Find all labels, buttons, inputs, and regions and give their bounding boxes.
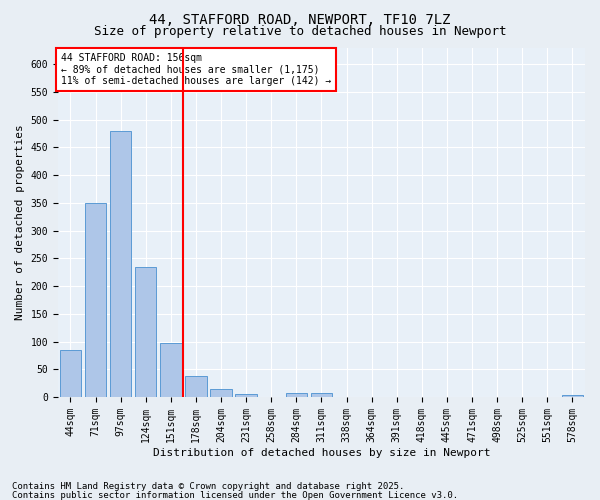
Text: Size of property relative to detached houses in Newport: Size of property relative to detached ho… xyxy=(94,25,506,38)
Text: Contains public sector information licensed under the Open Government Licence v3: Contains public sector information licen… xyxy=(12,490,458,500)
Bar xyxy=(185,376,206,397)
Bar xyxy=(135,266,157,397)
Bar xyxy=(286,393,307,397)
Bar xyxy=(211,388,232,397)
Bar xyxy=(311,393,332,397)
Text: 44 STAFFORD ROAD: 156sqm
← 89% of detached houses are smaller (1,175)
11% of sem: 44 STAFFORD ROAD: 156sqm ← 89% of detach… xyxy=(61,52,331,86)
Y-axis label: Number of detached properties: Number of detached properties xyxy=(15,124,25,320)
Bar xyxy=(562,395,583,397)
Bar xyxy=(110,130,131,397)
Text: Contains HM Land Registry data © Crown copyright and database right 2025.: Contains HM Land Registry data © Crown c… xyxy=(12,482,404,491)
Bar xyxy=(235,394,257,397)
X-axis label: Distribution of detached houses by size in Newport: Distribution of detached houses by size … xyxy=(153,448,490,458)
Text: 44, STAFFORD ROAD, NEWPORT, TF10 7LZ: 44, STAFFORD ROAD, NEWPORT, TF10 7LZ xyxy=(149,12,451,26)
Bar xyxy=(60,350,81,397)
Bar xyxy=(85,203,106,397)
Bar xyxy=(160,343,182,397)
